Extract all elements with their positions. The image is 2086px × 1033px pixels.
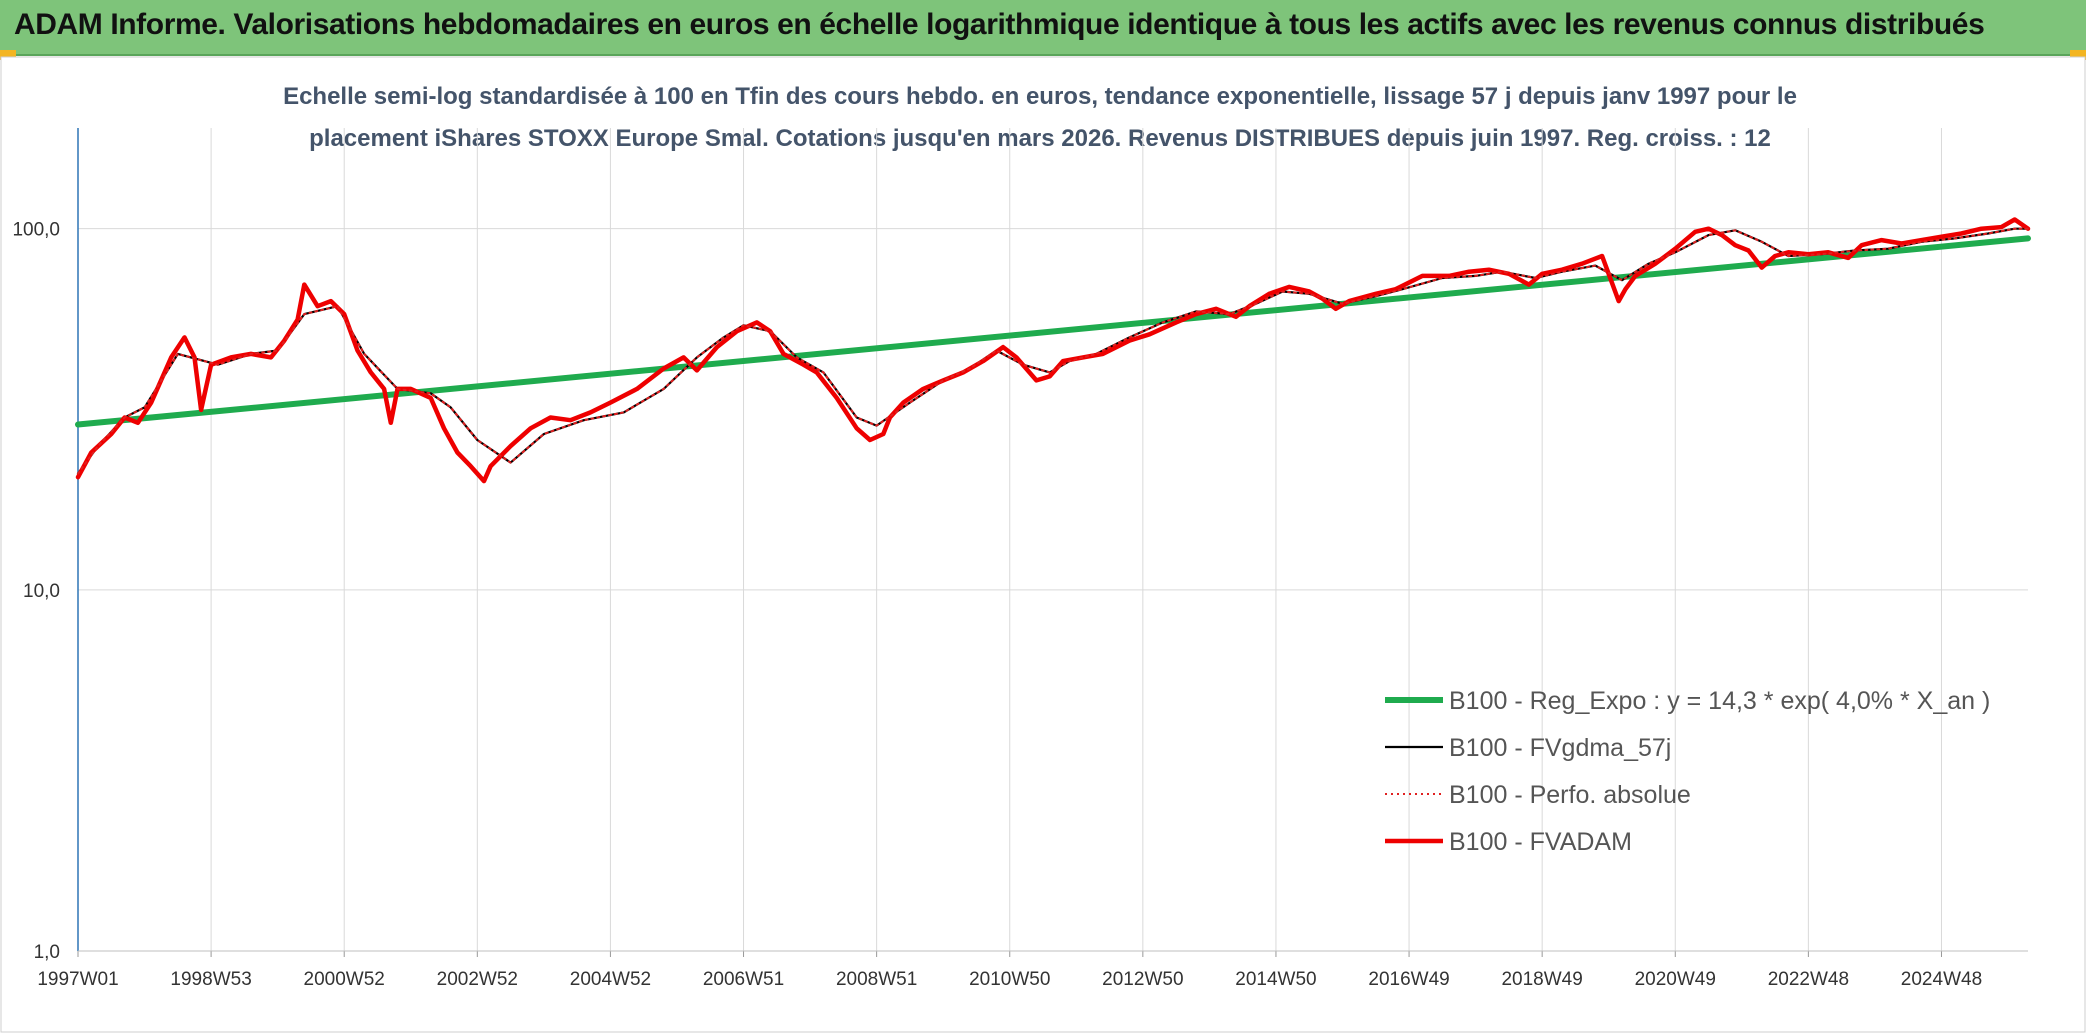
x-tick-label: 2006W51 (703, 969, 784, 990)
chart-subtitle-line-2: placement iShares STOXX Europe Smal. Cot… (309, 125, 1771, 152)
y-tick-label: 100,0 (12, 220, 60, 241)
x-tick-label: 2008W51 (836, 969, 917, 990)
chart-subtitle-line-1: Echelle semi-log standardisée à 100 en T… (283, 83, 1797, 110)
corner-mark-right (2070, 50, 2086, 60)
x-tick-label: 2012W50 (1102, 969, 1183, 990)
x-tick-label: 1997W01 (37, 969, 118, 990)
x-tick-label: 2024W48 (1901, 969, 1982, 990)
series-lines (75, 217, 2031, 484)
y-tick-label: 10,0 (23, 581, 60, 602)
x-tick-label: 2014W50 (1235, 969, 1316, 990)
x-tick-label: 2020W49 (1635, 969, 1716, 990)
legend-label: B100 - Reg_Expo : y = 14,3 * exp( 4,0% *… (1449, 687, 1990, 715)
x-tick-label: 2002W52 (437, 969, 518, 990)
x-tick-label: 2018W49 (1501, 969, 1582, 990)
x-tick-label: 2016W49 (1368, 969, 1449, 990)
axes: 1997W01 1998W53 2000W52 2002W52 2004W52 2006W… (12, 128, 2028, 990)
header-bar: ADAM Informe. Valorisations hebdomadaire… (0, 0, 2086, 56)
y-tick-label: 1,0 (34, 942, 60, 963)
corner-mark-left (0, 50, 16, 60)
series-line-2 (77, 227, 2029, 475)
legend: B100 - Reg_Expo : y = 14,3 * exp( 4,0% *… (1385, 687, 1990, 856)
legend-label: B100 - FVADAM (1449, 828, 1632, 856)
legend-label: B100 - FVgdma_57j (1449, 734, 1671, 762)
chart-border (0, 56, 2086, 1033)
x-tick-label: 2022W48 (1768, 969, 1849, 990)
page-title: ADAM Informe. Valorisations hebdomadaire… (14, 8, 1985, 41)
x-tick-label: 1998W53 (170, 969, 251, 990)
legend-label: B100 - Perfo. absolue (1449, 781, 1691, 809)
series-line-0 (75, 235, 2031, 428)
x-tick-label: 2004W52 (570, 969, 651, 990)
x-tick-label: 2010W50 (969, 969, 1050, 990)
x-tick-label: 2000W52 (304, 969, 385, 990)
chart: Echelle semi-log standardisée à 100 en T… (0, 56, 2086, 1033)
series-line-3 (75, 217, 2031, 484)
